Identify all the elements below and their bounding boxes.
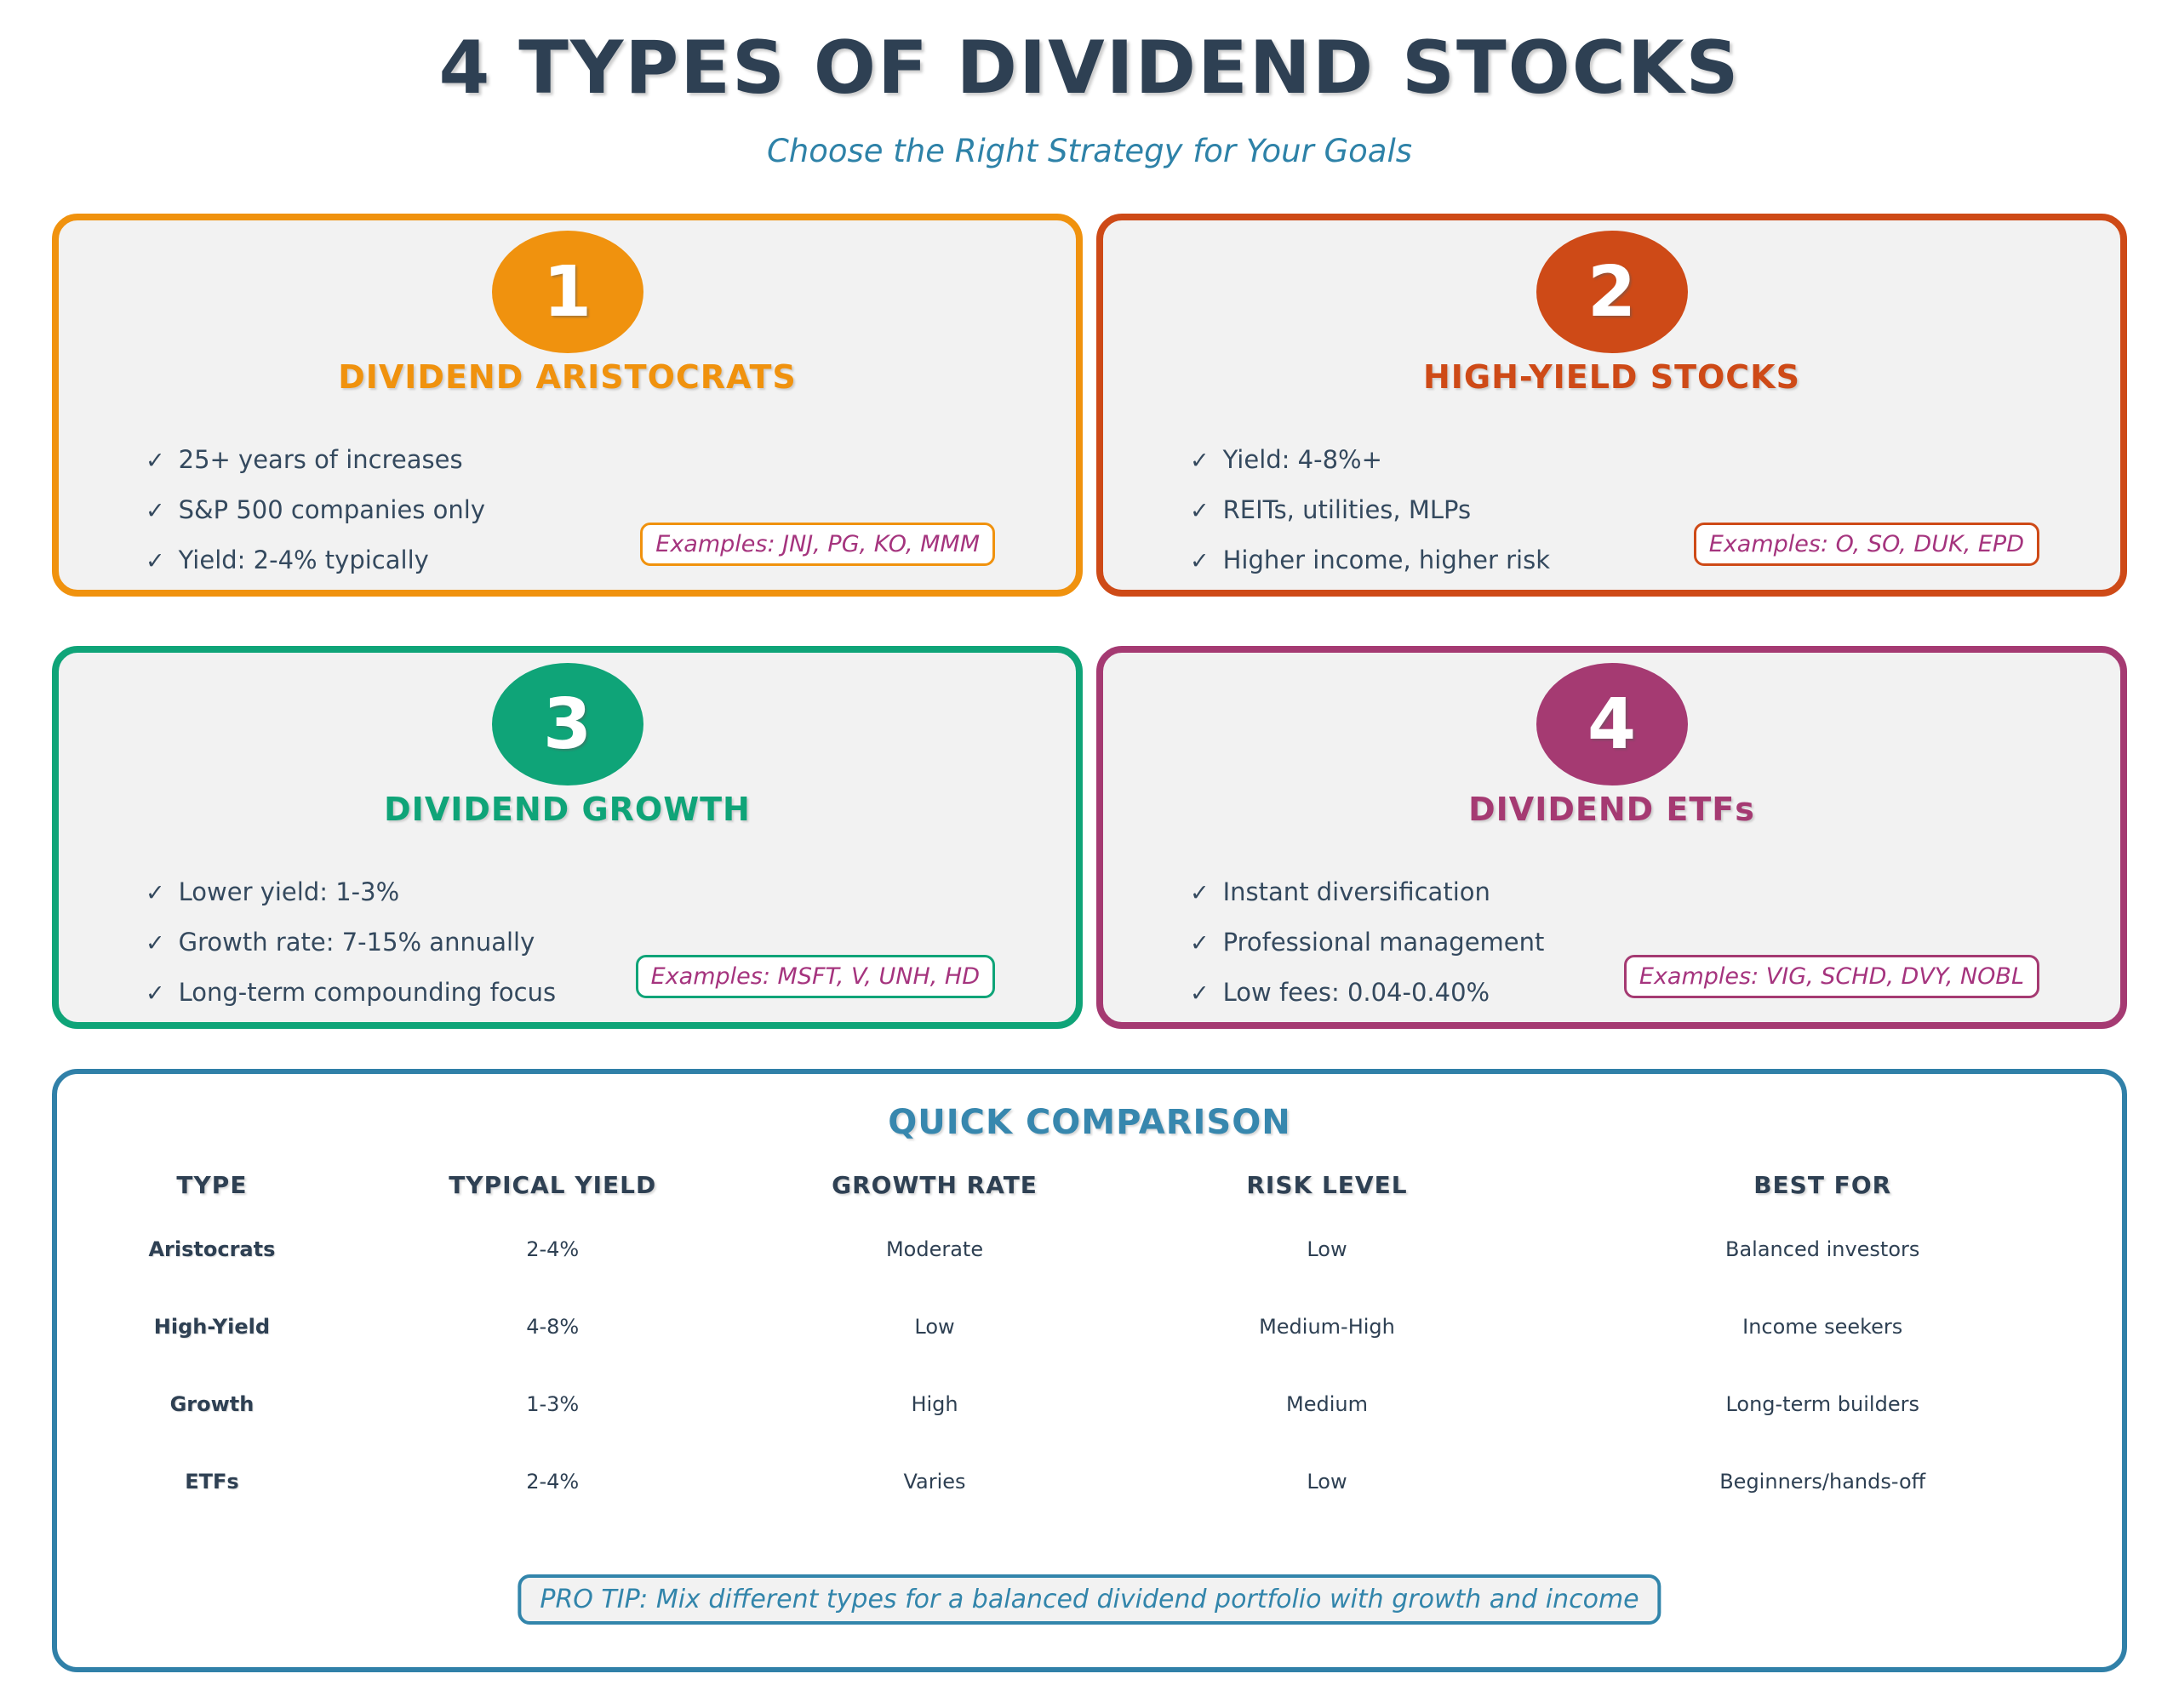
feature-text: Instant diversification [1222,877,1490,906]
feature-item: ✓ Higher income, higher risk [1190,546,2120,574]
page-title: 4 TYPES OF DIVIDEND STOCKS [438,26,1741,111]
feature-item: ✓ 25+ years of increases [146,445,1076,474]
column-header-best-for: BEST FOR [1753,1170,1892,1199]
feature-item: ✓ Long-term compounding focus [146,978,1076,1007]
card-dividend-aristocrats: 1 DIVIDEND ARISTOCRATS ✓ 25+ years of inc… [52,214,1083,597]
feature-text: Yield: 2-4% typically [178,546,429,574]
comparison-title: QUICK COMPARISON [888,1103,1291,1142]
feature-text: 25+ years of increases [178,445,463,474]
check-icon: ✓ [1190,930,1210,957]
card-title-etfs: DIVIDEND ETFs [1468,791,1755,828]
table-cell: Medium-High [1259,1314,1395,1339]
comparison-panel: QUICK COMPARISON TYPE TYPICAL YIELD GROW… [52,1069,2127,1672]
table-cell: High [911,1391,958,1416]
check-icon: ✓ [146,448,165,474]
examples-badge: Examples: VIG, SCHD, DVY, NOBL [1623,955,2039,998]
feature-item: ✓ Yield: 2-4% typically [146,546,1076,574]
column-header-typical-yield: TYPICAL YIELD [449,1170,657,1199]
table-cell: Varies [903,1469,966,1494]
feature-text: Growth rate: 7-15% annually [178,928,535,957]
feature-item: ✓ Growth rate: 7-15% annually [146,928,1076,957]
check-icon: ✓ [1190,880,1210,906]
table-cell: 2-4% [526,1469,580,1494]
page-subtitle: Choose the Right Strategy for Your Goals [766,133,1413,169]
pro-tip-badge: PRO TIP: Mix different types for a balan… [518,1574,1661,1625]
card-number: 4 [1587,683,1637,765]
card-number: 3 [542,683,592,765]
card-title-high-yield: HIGH-YIELD STOCKS [1422,358,1800,396]
check-icon: ✓ [146,980,165,1007]
table-cell: Moderate [885,1237,984,1261]
column-header-type: TYPE [176,1170,248,1199]
table-cell: Low [914,1314,955,1339]
card-number-badge-1: 1 [491,231,643,353]
card-dividend-etfs: 4 DIVIDEND ETFs ✓ Instant diversification… [1096,646,2127,1029]
feature-text: REITs, utilities, MLPs [1222,495,1472,524]
feature-item: ✓ Instant diversification [1190,877,2120,906]
feature-list: ✓ Lower yield: 1-3% ✓ Growth rate: 7-15% a… [146,877,1076,1007]
table-cell: Beginners/hands-off [1719,1469,1926,1494]
feature-text: Lower yield: 1-3% [178,877,400,906]
card-number: 2 [1587,251,1637,333]
examples-badge: Examples: JNJ, PG, KO, MMM [640,523,995,566]
feature-item: ✓ S&P 500 companies only [146,495,1076,524]
feature-item: ✓ REITs, utilities, MLPs [1190,495,2120,524]
table-cell: ETFs [185,1469,239,1494]
card-title-growth: DIVIDEND GROWTH [384,791,751,828]
card-number-badge-4: 4 [1536,663,1688,785]
feature-text: Professional management [1222,928,1545,957]
cards-grid: 1 DIVIDEND ARISTOCRATS ✓ 25+ years of inc… [52,214,2127,1029]
table-cell: 4-8% [526,1314,580,1339]
table-cell: Low [1307,1469,1347,1494]
table-cell: 1-3% [526,1391,580,1416]
check-icon: ✓ [146,930,165,957]
table-cell: Aristocrats [148,1237,276,1261]
feature-text: Yield: 4-8%+ [1222,445,1382,474]
card-number: 1 [542,251,592,333]
check-icon: ✓ [1190,498,1210,524]
feature-list: ✓ 25+ years of increases ✓ S&P 500 compani… [146,445,1076,574]
examples-badge: Examples: O, SO, DUK, EPD [1693,523,2039,566]
check-icon: ✓ [1190,448,1210,474]
column-header-risk-level: RISK LEVEL [1246,1170,1408,1199]
table-cell: Long-term builders [1725,1391,1919,1416]
table-cell: Income seekers [1742,1314,1903,1339]
feature-item: ✓ Professional management [1190,928,2120,957]
feature-text: Long-term compounding focus [178,978,557,1007]
table-cell: Medium [1285,1391,1368,1416]
comparison-table: TYPE TYPICAL YIELD GROWTH RATE RISK LEVE… [57,1159,2122,1520]
table-cell: Growth [169,1391,255,1416]
table-cell: High-Yield [153,1314,271,1339]
feature-item: ✓ Low fees: 0.04-0.40% [1190,978,2120,1007]
table-cell: Balanced investors [1725,1237,1920,1261]
feature-text: S&P 500 companies only [178,495,485,524]
card-high-yield-stocks: 2 HIGH-YIELD STOCKS ✓ Yield: 4-8%+ ✓ REITs… [1096,214,2127,597]
feature-item: ✓ Lower yield: 1-3% [146,877,1076,906]
feature-list: ✓ Yield: 4-8%+ ✓ REITs, utilities, MLPs ✓ H… [1190,445,2120,574]
examples-badge: Examples: MSFT, V, UNH, HD [635,955,995,998]
card-number-badge-2: 2 [1536,231,1688,353]
feature-list: ✓ Instant diversification ✓ Professional m… [1190,877,2120,1007]
card-number-badge-3: 3 [491,663,643,785]
check-icon: ✓ [1190,548,1210,574]
check-icon: ✓ [146,548,165,574]
card-title-aristocrats: DIVIDEND ARISTOCRATS [338,358,797,396]
feature-item: ✓ Yield: 4-8%+ [1190,445,2120,474]
feature-text: Low fees: 0.04-0.40% [1222,978,1490,1007]
card-dividend-growth: 3 DIVIDEND GROWTH ✓ Lower yield: 1-3% ✓ Gr… [52,646,1083,1029]
table-cell: Low [1307,1237,1347,1261]
column-header-growth-rate: GROWTH RATE [832,1170,1038,1199]
feature-text: Higher income, higher risk [1222,546,1551,574]
check-icon: ✓ [146,880,165,906]
check-icon: ✓ [146,498,165,524]
check-icon: ✓ [1190,980,1210,1007]
table-cell: 2-4% [526,1237,580,1261]
